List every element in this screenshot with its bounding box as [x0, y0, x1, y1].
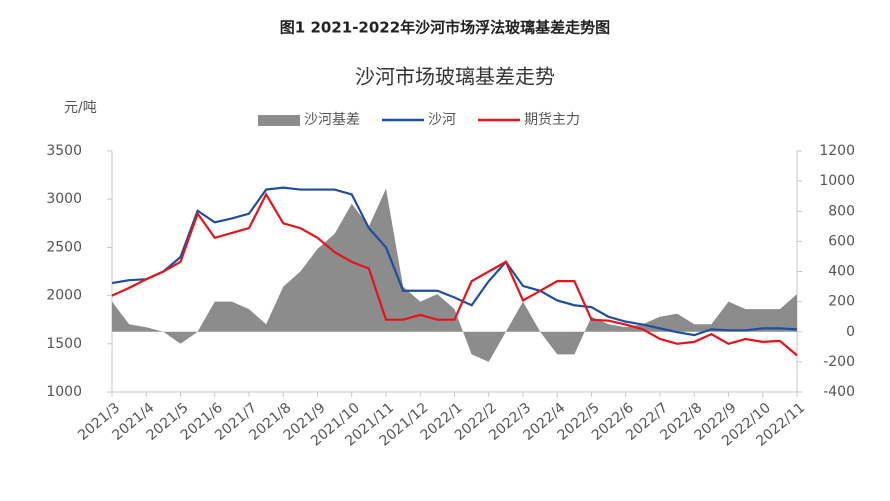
y2-tick-label: 400: [828, 264, 855, 280]
y2-tick-label: 1000: [819, 173, 855, 189]
y-tick-label: 3500: [46, 143, 82, 159]
y-tick-label: 2500: [46, 239, 82, 255]
chart-title: 沙河市场玻璃基差走势: [355, 65, 555, 89]
y-tick-label: 1500: [46, 336, 82, 352]
figure-title: 图1 2021-2022年沙河市场浮法玻璃基差走势图: [280, 19, 610, 37]
y2-tick-label: 0: [846, 324, 855, 340]
legend-label: 期货主力: [524, 111, 580, 128]
y2-tick-label: 600: [828, 233, 855, 249]
line: [111, 192, 798, 357]
y2-tick-label: 200: [828, 294, 855, 310]
y2-tick-label: -200: [823, 354, 855, 370]
line: [111, 186, 798, 337]
y2-tick-label: -400: [823, 384, 855, 400]
y-tick-label: 3000: [46, 191, 82, 207]
legend-label: 沙河: [428, 112, 456, 128]
y2-tick-label: 800: [828, 203, 855, 219]
y-axis-label: 元/吨: [64, 100, 97, 116]
y-tick-label: 1000: [46, 384, 82, 400]
area: [112, 188, 797, 362]
y2-tick-label: 1200: [819, 143, 855, 159]
legend-swatch: [258, 115, 300, 126]
y-tick-label: 2000: [46, 288, 82, 304]
legend-label: 沙河基差: [304, 111, 360, 128]
